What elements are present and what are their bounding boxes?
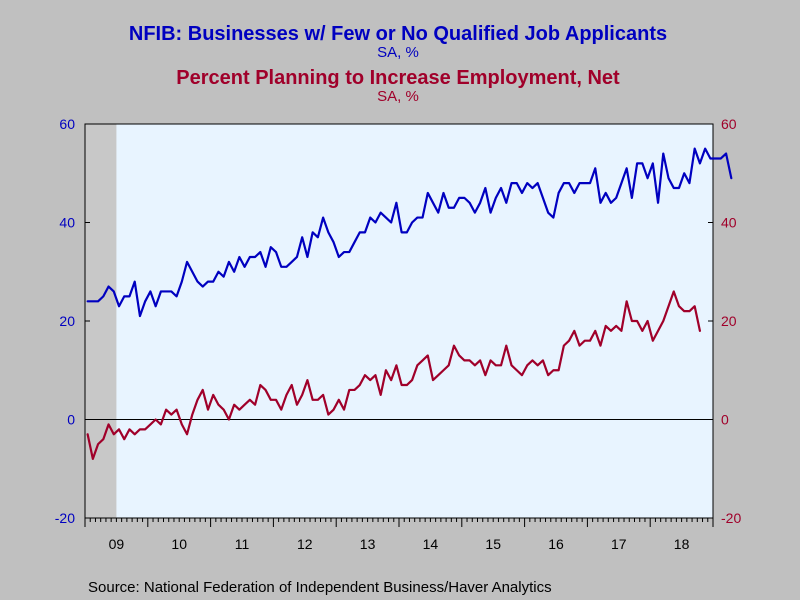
y-tick-label-right: 0 — [721, 412, 729, 428]
source-note: Source: National Federation of Independe… — [88, 579, 552, 596]
x-tick-label: 13 — [360, 536, 376, 552]
chart-subtitle-series-1: SA, % — [377, 44, 419, 61]
plot-area — [85, 124, 713, 518]
y-tick-label-right: 40 — [721, 215, 737, 231]
x-tick-label: 11 — [235, 536, 250, 552]
y-tick-label-right: -20 — [721, 510, 741, 526]
x-tick-label: 15 — [485, 536, 501, 552]
series-line-2 — [86, 290, 702, 460]
series-line-1 — [86, 147, 733, 318]
x-tick-label: 18 — [674, 536, 690, 552]
y-tick-label-left: 60 — [59, 116, 75, 132]
y-tick-label-left: -20 — [55, 510, 75, 526]
y-tick-label-left: 20 — [59, 313, 75, 329]
x-tick-label: 16 — [548, 536, 564, 552]
recession-shade — [85, 124, 117, 518]
x-tick-label: 09 — [109, 536, 125, 552]
x-tick-label: 14 — [423, 536, 439, 552]
x-tick-label: 10 — [171, 536, 187, 552]
chart-title-series-2: Percent Planning to Increase Employment,… — [176, 67, 620, 89]
chart-title-series-1: NFIB: Businesses w/ Few or No Qualified … — [129, 23, 667, 45]
x-tick-label: 17 — [611, 536, 627, 552]
y-tick-label-right: 20 — [721, 313, 737, 329]
y-tick-label-left: 40 — [59, 215, 75, 231]
y-tick-label-right: 60 — [721, 116, 737, 132]
y-tick-label-left: 0 — [67, 412, 75, 428]
x-tick-label: 12 — [297, 536, 313, 552]
chart-subtitle-series-2: SA, % — [377, 88, 419, 105]
